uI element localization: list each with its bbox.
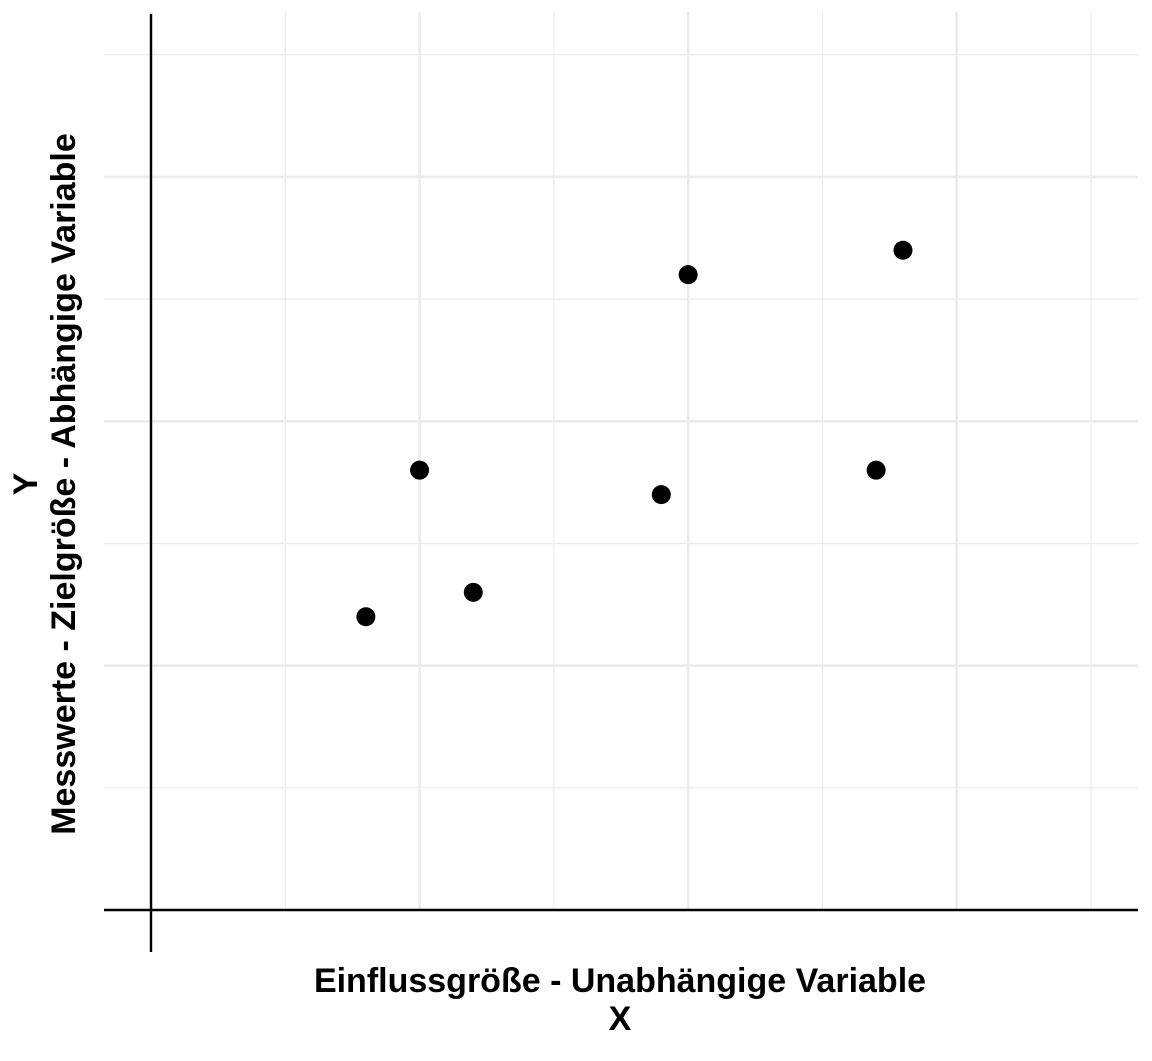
data-point (678, 265, 698, 285)
y-axis-label-symbol: Y (7, 472, 45, 496)
y-axis-label: Messwerte - Zielgröße - Abhängige Variab… (45, 133, 83, 835)
data-point (356, 607, 376, 627)
y-axis-title: Y Messwerte - Zielgröße - Abhängige Vari… (7, 0, 83, 984)
x-axis-label: Einflussgröße - Unabhängige Variable (313, 962, 927, 1000)
x-axis-label-symbol: X (608, 1000, 632, 1038)
data-point (893, 240, 913, 260)
x-axis-title: Einflussgröße - Unabhängige Variable X (0, 962, 1152, 1038)
data-point (651, 485, 671, 505)
data-point (410, 460, 430, 480)
data-point (463, 582, 483, 602)
data-point (866, 460, 886, 480)
